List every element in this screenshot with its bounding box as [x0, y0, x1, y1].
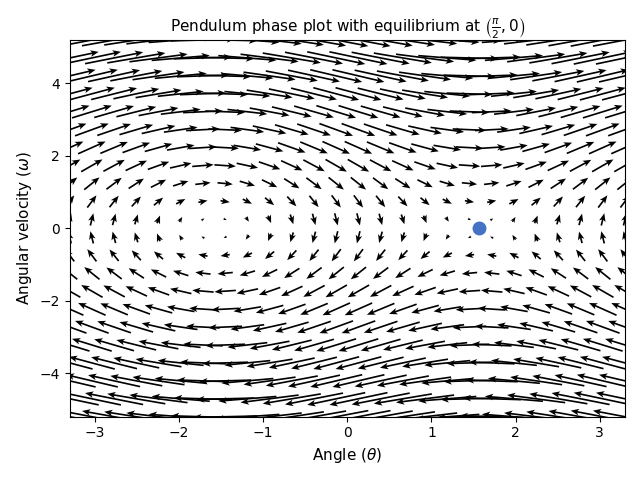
- Title: Pendulum phase plot with equilibrium at $\left(\frac{\pi}{2}, 0\right)$: Pendulum phase plot with equilibrium at …: [170, 15, 525, 40]
- X-axis label: Angle ($\theta$): Angle ($\theta$): [312, 446, 382, 465]
- Y-axis label: Angular velocity ($\omega$): Angular velocity ($\omega$): [15, 151, 34, 305]
